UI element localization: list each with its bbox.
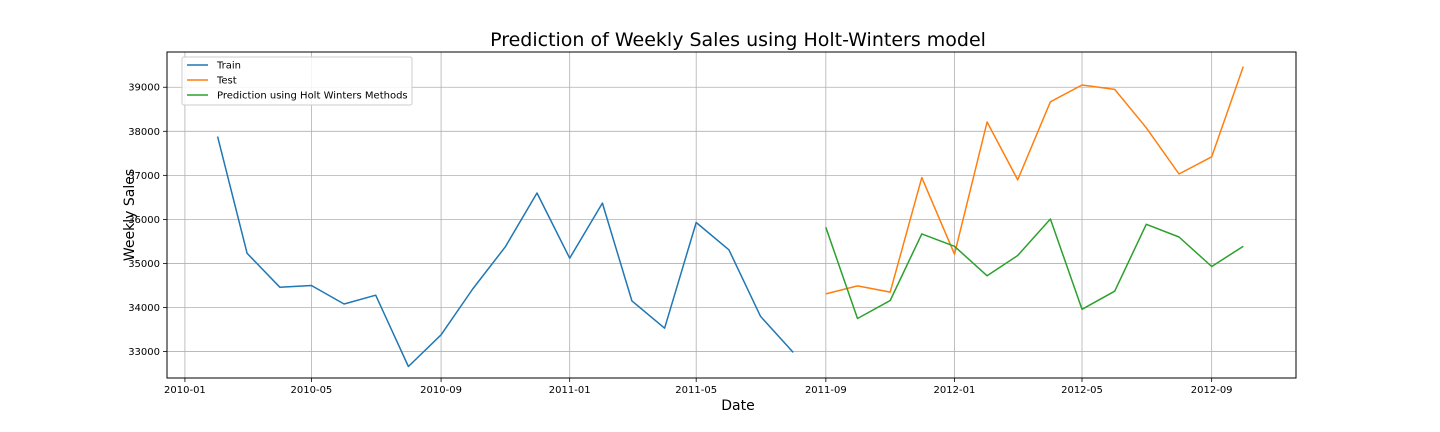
data-point xyxy=(215,134,220,139)
data-point xyxy=(567,256,572,261)
data-point xyxy=(600,201,605,206)
series-0 xyxy=(215,134,796,369)
data-point xyxy=(985,273,990,278)
x-tick-label: 2010-01 xyxy=(164,385,206,396)
series-line xyxy=(825,66,1245,295)
x-tick-label: 2010-09 xyxy=(420,385,462,396)
data-point xyxy=(1209,264,1214,269)
data-point xyxy=(1241,244,1246,249)
y-tick-label: 39000 xyxy=(128,83,160,94)
data-point xyxy=(919,175,924,180)
data-point xyxy=(373,293,378,298)
legend-box xyxy=(181,56,413,106)
data-point xyxy=(1112,87,1117,92)
y-tick-label: 38000 xyxy=(128,127,160,138)
data-point xyxy=(985,120,990,125)
data-point xyxy=(823,225,828,230)
x-tick-label: 2010-05 xyxy=(291,385,333,396)
y-axis-ticks: 33000 34000 35000 36000 37000 38000 39000 xyxy=(128,83,167,358)
legend-entry: Test xyxy=(216,76,237,87)
data-point xyxy=(277,285,282,290)
x-axis-label: Date xyxy=(721,398,754,414)
data-point xyxy=(888,298,893,303)
data-point xyxy=(1209,154,1214,159)
series-2 xyxy=(823,216,1246,321)
x-axis-ticks: 2010-01 2010-05 2010-09 2011-01 2011-05 2011-… xyxy=(164,378,1233,396)
data-point xyxy=(1176,172,1181,177)
data-point xyxy=(952,244,957,249)
data-point xyxy=(855,316,860,321)
data-point xyxy=(952,252,957,257)
y-tick-label: 36000 xyxy=(128,215,160,226)
data-point xyxy=(888,290,893,295)
plot-frame xyxy=(166,51,1297,379)
data-point xyxy=(503,244,508,249)
data-point xyxy=(758,314,763,319)
plot-area xyxy=(167,52,1296,378)
data-point xyxy=(1080,307,1085,312)
x-gridlines xyxy=(184,52,1213,378)
data-point xyxy=(726,247,731,252)
y-tick-label: 35000 xyxy=(128,259,160,270)
data-point xyxy=(1112,289,1117,294)
data-point xyxy=(1048,99,1053,104)
data-point xyxy=(823,291,828,296)
data-point xyxy=(855,283,860,288)
y-tick-label: 37000 xyxy=(128,171,160,182)
x-tick-label: 2011-09 xyxy=(805,385,847,396)
x-tick-label: 2011-01 xyxy=(549,385,591,396)
legend: Train Test Prediction using Holt Winters M… xyxy=(181,56,413,106)
x-tick-label: 2012-01 xyxy=(934,385,976,396)
x-tick-label: 2012-09 xyxy=(1191,385,1233,396)
legend-entry: Prediction using Holt Winters Methods xyxy=(217,91,408,102)
y-axis-label: Weekly Sales xyxy=(122,169,138,261)
data-point xyxy=(1144,222,1149,227)
data-point xyxy=(535,190,540,195)
data-point xyxy=(309,283,314,288)
data-point xyxy=(342,301,347,306)
series-layer xyxy=(215,64,1246,369)
data-point xyxy=(919,231,924,236)
chart-title: Prediction of Weekly Sales using Holt-Wi… xyxy=(490,29,986,51)
data-point xyxy=(406,364,411,369)
y-tick-label: 34000 xyxy=(128,303,160,314)
data-point xyxy=(439,332,444,337)
data-point xyxy=(1241,64,1246,69)
x-tick-label: 2012-05 xyxy=(1061,385,1103,396)
data-point xyxy=(791,350,796,355)
data-point xyxy=(662,326,667,331)
data-point xyxy=(1015,177,1020,182)
data-point xyxy=(245,251,250,256)
legend-entry: Train xyxy=(216,61,241,72)
series-line xyxy=(825,218,1244,320)
series-line xyxy=(216,136,794,368)
y-tick-label: 33000 xyxy=(128,347,160,358)
data-point xyxy=(694,220,699,225)
x-tick-label: 2011-05 xyxy=(675,385,717,396)
data-point xyxy=(1015,253,1020,258)
data-point xyxy=(1080,83,1085,88)
data-point xyxy=(1048,216,1053,221)
data-point xyxy=(470,287,475,292)
data-point xyxy=(1176,235,1181,240)
series-1 xyxy=(823,64,1246,296)
data-point xyxy=(629,298,634,303)
data-point xyxy=(1144,125,1149,130)
